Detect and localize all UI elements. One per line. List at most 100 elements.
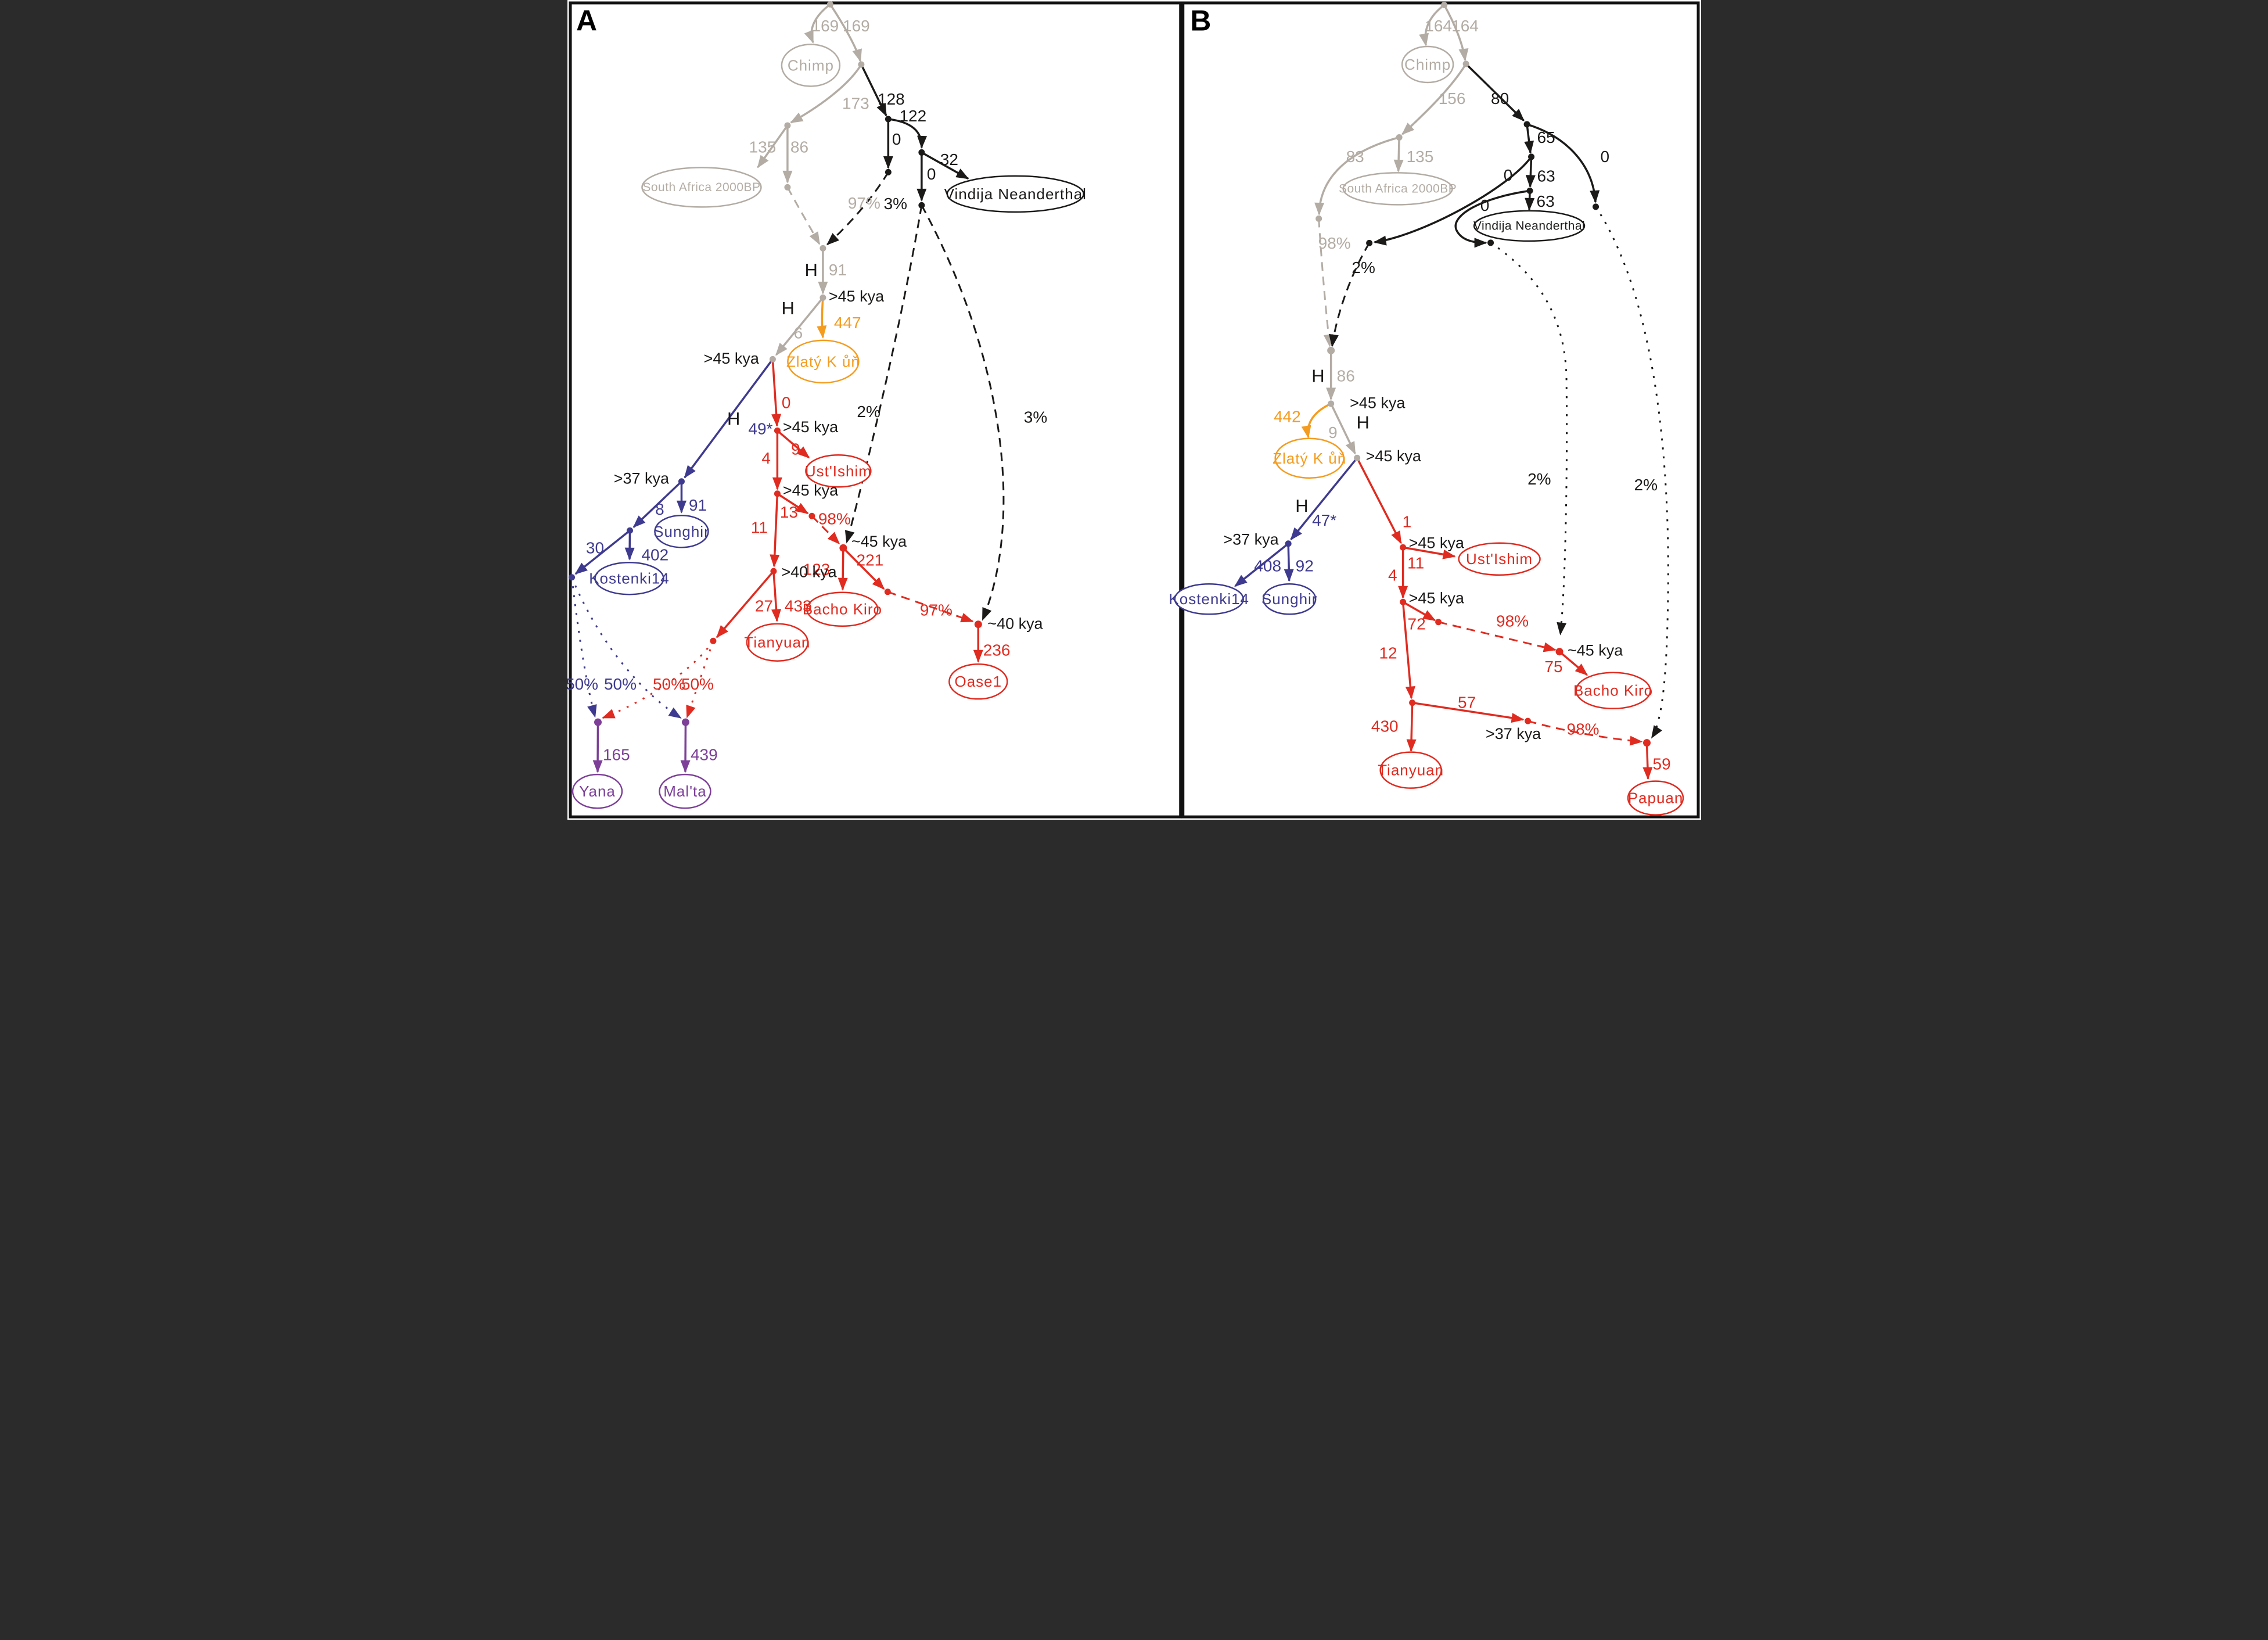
node-h-admix xyxy=(819,245,826,252)
edge-to-ust-ishim xyxy=(776,429,810,459)
len-r11: 11 xyxy=(750,518,767,536)
taxon-bacho-kiro xyxy=(1575,672,1651,709)
edge-admix-oase-major xyxy=(887,591,974,623)
len-zk6: 6 xyxy=(793,324,803,342)
date-45-bk: ~45 kya xyxy=(851,533,906,550)
len-r57: 57 xyxy=(1458,694,1476,712)
edge-stem-african xyxy=(1401,63,1467,135)
h-mark-2: H xyxy=(1356,412,1369,432)
len-oase236: 236 xyxy=(983,641,1010,659)
edge-european-ghost xyxy=(574,529,631,575)
len-stem-nea: 80 xyxy=(1491,89,1509,107)
len-ust11: 11 xyxy=(1407,554,1424,572)
len-tian433: 433 xyxy=(784,597,811,615)
edge-stem-african xyxy=(789,64,862,124)
len-afr-ooa: 83 xyxy=(1346,148,1364,166)
panel-b-labels: 164 164 156 80 83 135 65 0 0 63 0 63 98%… xyxy=(1223,17,1670,773)
taxon-vindija-label: Vindija Neanderthal xyxy=(1473,219,1584,232)
taxon-tianyuan xyxy=(1379,751,1442,789)
taxon-ust-ishim xyxy=(1457,542,1541,576)
edge-nea-bk-source xyxy=(1454,189,1530,248)
len-eu0: 0 xyxy=(781,393,790,411)
edge-root-stem xyxy=(1443,4,1468,62)
panel-b: B xyxy=(1169,1,1699,819)
node-sunghir-split xyxy=(678,478,685,485)
len-yana165: 165 xyxy=(602,746,630,764)
node-root xyxy=(1440,1,1447,8)
taxon-chimp-label: Chimp xyxy=(787,56,833,74)
h-mark-3: H xyxy=(727,408,740,429)
adm-h-minor: 3% xyxy=(883,195,907,213)
edge-to-vindija xyxy=(921,151,969,180)
len-n0bk: 0 xyxy=(1480,196,1489,214)
len-afr-ooa: 86 xyxy=(790,138,808,156)
node-nea-bk-source xyxy=(1487,239,1494,246)
len-zk447: 447 xyxy=(833,314,861,332)
len-stem-nea: 128 xyxy=(878,90,905,108)
len-bk75: 75 xyxy=(1544,658,1562,676)
len-v0a: 0 xyxy=(892,130,901,148)
edge-admix-bk-major xyxy=(1437,621,1557,652)
node-african-split xyxy=(1396,134,1403,141)
edge-oase-stem xyxy=(842,547,885,590)
taxon-ust-ishim-label: Ust'Ishim xyxy=(804,462,871,480)
edge-to-european-clade xyxy=(1289,457,1358,541)
node-papuan-admix xyxy=(1642,739,1651,747)
node-yana-admix xyxy=(594,718,602,726)
len-eu49: 49* xyxy=(748,419,772,437)
len-r27: 27 xyxy=(754,597,772,615)
taxon-ust-ishim-label: Ust'Ishim xyxy=(1466,550,1533,568)
taxon-vindija xyxy=(1473,210,1585,242)
taxon-bacho-kiro-label: Bacho Kiro xyxy=(1573,682,1652,699)
panel-b-edges xyxy=(1234,4,1669,780)
node-nea-3 xyxy=(1526,187,1533,194)
edge-yana-blue xyxy=(570,577,597,718)
node-european-split xyxy=(1285,540,1292,547)
len-pap59: 59 xyxy=(1652,755,1670,773)
node-bk-split xyxy=(1399,598,1406,605)
taxon-south-africa-label: South Africa 2000BP xyxy=(1339,182,1457,195)
taxon-tianyuan xyxy=(746,623,808,662)
adm-papuan-minor: 2% xyxy=(1634,476,1657,494)
edge-nea-63a xyxy=(1525,156,1536,188)
h-mark-3: H xyxy=(1295,496,1308,516)
node-nea-2 xyxy=(1527,153,1534,160)
len-afr-sa: 135 xyxy=(1406,148,1433,166)
date-45-eu: >45 kya xyxy=(703,350,759,367)
len-kost402: 402 xyxy=(641,546,668,564)
len-r12: 12 xyxy=(1379,644,1397,662)
date-45-zk: >45 kya xyxy=(1365,447,1421,465)
h-mark-2: H xyxy=(781,298,794,318)
taxon-chimp xyxy=(1401,45,1454,84)
edge-admix-papuan-minor xyxy=(1594,206,1669,739)
len-zk9: 9 xyxy=(1328,424,1338,442)
node-nea-2 xyxy=(918,149,925,156)
date-37-t: >37 kya xyxy=(1485,725,1540,742)
taxon-sunghir-label: Sunghir xyxy=(653,523,710,540)
node-bk-source xyxy=(808,512,815,519)
node-zk-split xyxy=(819,294,826,301)
adm-yana-red: 50% xyxy=(652,675,685,693)
len-root-stem: 169 xyxy=(843,17,870,35)
edge-main-human-12 xyxy=(1401,602,1415,699)
edge-nea-split xyxy=(887,118,927,149)
node-kostenki-split xyxy=(626,527,633,534)
edge-admix-bk-major xyxy=(811,515,840,545)
taxon-chimp xyxy=(781,44,840,87)
edge-stem-neanderthal xyxy=(860,64,887,117)
taxon-oase1 xyxy=(948,663,1008,700)
node-ust-split xyxy=(1399,544,1406,551)
node-red-ghost xyxy=(709,637,716,644)
date-45-u2: >45 kya xyxy=(1408,590,1464,607)
edge-to-european-clade xyxy=(684,358,774,479)
len-h91: 91 xyxy=(828,261,846,279)
len-root-stem: 164 xyxy=(1451,17,1479,35)
edge-european-split xyxy=(632,480,682,528)
edge-root-stem xyxy=(829,3,862,62)
taxon-south-africa xyxy=(1342,172,1453,206)
adm-papuan-major: 98% xyxy=(1566,720,1599,738)
edge-admix-oase-minor xyxy=(921,204,1004,621)
admixture-graph-figure: A xyxy=(567,0,1701,820)
node-bk-admix xyxy=(1555,648,1563,656)
len-r4: 4 xyxy=(761,449,771,467)
